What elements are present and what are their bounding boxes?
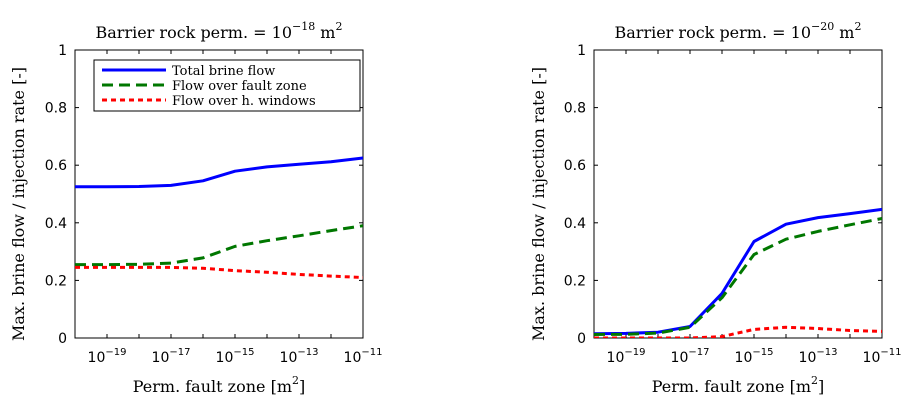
- chart-panel-1: 10−19 10−17 10−15 10−13 10−11 0 0.2 0.4 0.6 0.8 1 B…: [9, 20, 382, 396]
- legend-label-1: Total brine flow: [172, 64, 275, 79]
- x-tick-label: 10−19: [88, 347, 127, 366]
- x-tick-label: 10−15: [216, 347, 255, 366]
- series-line-3: [594, 325, 882, 338]
- y-tick-label: 0.6: [564, 158, 586, 174]
- chart-title: Barrier rock perm. = 10−20 m2: [615, 20, 862, 42]
- x-tick-label: 10−13: [799, 347, 838, 366]
- series-line-1: [75, 156, 363, 189]
- x-tick-label: 10−13: [280, 347, 319, 366]
- x-axis-label: Perm. fault zone [m2]: [652, 374, 825, 396]
- y-tick-label: 0.8: [45, 101, 67, 117]
- chart-title: Barrier rock perm. = 10−18 m2: [96, 20, 343, 42]
- y-tick-label: 0.4: [45, 216, 67, 232]
- x-tick-label: 10−11: [344, 347, 383, 366]
- y-tick-label: 0.2: [564, 273, 586, 289]
- series-line-2: [594, 217, 882, 336]
- y-tick-label: 0.4: [564, 216, 586, 232]
- x-tick-label: 10−15: [735, 347, 774, 366]
- series-line-1: [594, 207, 882, 336]
- legend-label-2: Flow over fault zone: [172, 79, 307, 94]
- series-line-3: [75, 265, 363, 279]
- series-line-2: [75, 224, 363, 267]
- y-axis-label: Max. brine flow / injection rate [-]: [9, 67, 28, 341]
- x-tick-label: 10−19: [607, 347, 646, 366]
- y-tick-label: 1: [577, 43, 586, 59]
- y-tick-label: 0: [577, 331, 586, 347]
- legend-label-3: Flow over h. windows: [172, 94, 316, 109]
- y-tick-label: 0.8: [564, 101, 586, 117]
- x-tick-label: 10−17: [152, 347, 191, 366]
- chart-panel-2: 10−19 10−17 10−15 10−13 10−11 0 0.2 0.4 0.6 0.8 1 B…: [529, 20, 901, 396]
- y-tick-label: 1: [58, 43, 67, 59]
- plot-frame: [593, 49, 883, 339]
- y-tick-label: 0.6: [45, 158, 67, 174]
- x-tick-label: 10−11: [863, 347, 902, 366]
- y-axis-label: Max. brine flow / injection rate [-]: [529, 67, 548, 341]
- x-tick-label: 10−17: [671, 347, 710, 366]
- x-axis-label: Perm. fault zone [m2]: [133, 374, 306, 396]
- y-tick-label: 0: [58, 331, 67, 347]
- y-tick-label: 0.2: [45, 273, 67, 289]
- plot-frame: [74, 49, 364, 339]
